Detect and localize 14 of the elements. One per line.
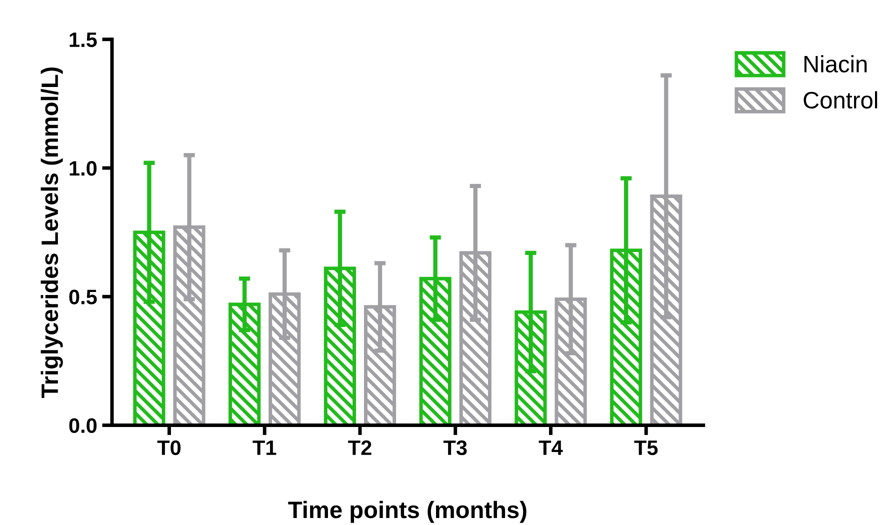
x-tick-label: T4 [538, 440, 563, 455]
x-tick-label: T3 [443, 440, 467, 456]
x-tick-label: T1 [252, 440, 276, 455]
y-tick-label: 1.0 [70, 161, 97, 176]
y-axis-title: Triglycerides Levels (mmol/L) [40, 67, 63, 398]
y-tick-label: 0.0 [69, 418, 97, 434]
x-axis-title: Time points (months) [288, 500, 526, 523]
legend-label: Niacin [804, 55, 867, 72]
legend-label: Control [804, 91, 878, 109]
x-tick-label: T2 [348, 440, 372, 455]
x-tick-label: T5 [634, 440, 658, 456]
x-tick-label: T0 [157, 440, 181, 456]
y-tick-label: 1.5 [70, 32, 97, 48]
y-tick-label: 0.5 [69, 290, 97, 304]
